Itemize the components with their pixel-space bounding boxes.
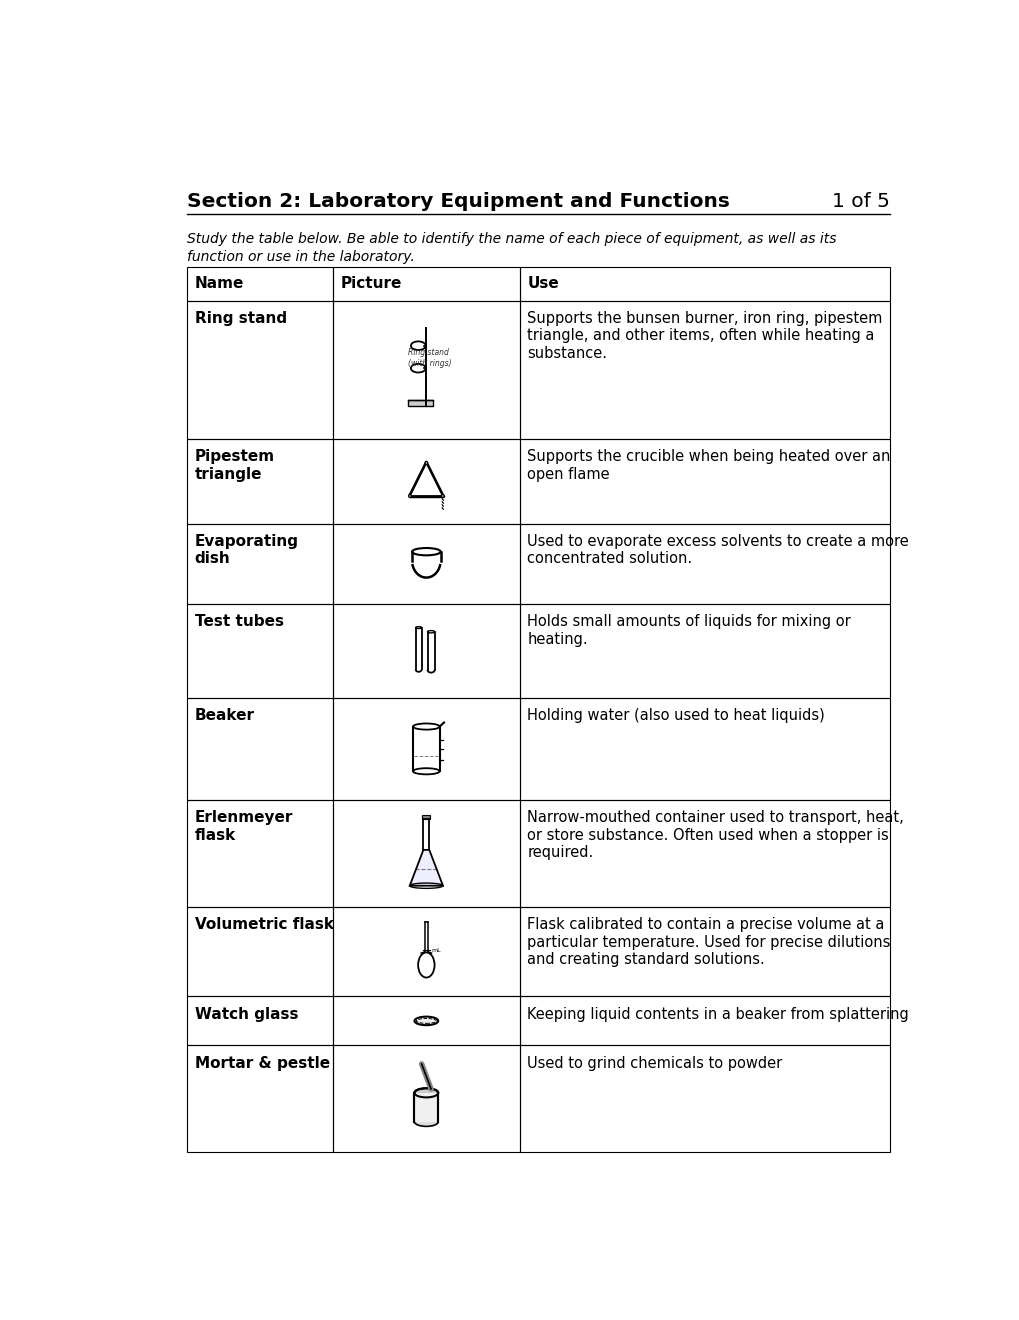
Bar: [186, 301, 333, 440]
Bar: [333, 907, 519, 997]
Text: Supports the crucible when being heated over an
open flame: Supports the crucible when being heated …: [527, 449, 890, 482]
Bar: [333, 267, 519, 301]
Bar: [519, 907, 890, 997]
Text: Volumetric flask: Volumetric flask: [195, 917, 333, 932]
Text: function or use in the laboratory.: function or use in the laboratory.: [186, 249, 414, 264]
Text: Used to evaporate excess solvents to create a more
concentrated solution.: Used to evaporate excess solvents to cre…: [527, 533, 908, 566]
Bar: [333, 1045, 519, 1152]
Bar: [414, 1093, 438, 1122]
Bar: [519, 698, 890, 800]
Text: Ring stand: Ring stand: [195, 312, 286, 326]
Bar: [186, 907, 333, 997]
Text: Picture: Picture: [340, 276, 403, 292]
Bar: [186, 698, 333, 800]
Bar: [333, 605, 519, 698]
Bar: [333, 997, 519, 1045]
Text: Holds small amounts of liquids for mixing or
heating.: Holds small amounts of liquids for mixin…: [527, 614, 851, 647]
Text: Use: Use: [527, 276, 558, 292]
Text: Watch glass: Watch glass: [195, 1007, 298, 1022]
Bar: [333, 524, 519, 605]
Text: Pipestem
triangle: Pipestem triangle: [195, 449, 274, 482]
Bar: [186, 997, 333, 1045]
Ellipse shape: [414, 1117, 438, 1126]
Text: Ring stand
(with rings): Ring stand (with rings): [408, 348, 450, 367]
Text: Supports the bunsen burner, iron ring, pipestem
triangle, and other items, often: Supports the bunsen burner, iron ring, p…: [527, 312, 882, 360]
Text: Mortar & pestle: Mortar & pestle: [195, 1056, 329, 1071]
Text: Beaker: Beaker: [195, 708, 255, 723]
Bar: [519, 440, 890, 524]
Text: Evaporating
dish: Evaporating dish: [195, 533, 299, 566]
Bar: [333, 301, 519, 440]
Bar: [519, 524, 890, 605]
Bar: [519, 997, 890, 1045]
Circle shape: [425, 461, 427, 465]
Circle shape: [441, 494, 443, 498]
Bar: [333, 440, 519, 524]
Bar: [333, 698, 519, 800]
Text: Holding water (also used to heat liquids): Holding water (also used to heat liquids…: [527, 708, 824, 723]
Text: 1 of 5: 1 of 5: [832, 191, 890, 211]
Text: mL: mL: [431, 948, 440, 953]
Bar: [519, 605, 890, 698]
Bar: [186, 800, 333, 907]
Text: Keeping liquid contents in a beaker from splattering: Keeping liquid contents in a beaker from…: [527, 1007, 908, 1022]
Text: Test tubes: Test tubes: [195, 614, 283, 630]
Text: Name: Name: [195, 276, 244, 292]
Ellipse shape: [414, 1088, 438, 1097]
Text: Erlenmeyer
flask: Erlenmeyer flask: [195, 810, 292, 842]
Circle shape: [409, 494, 411, 498]
Bar: [519, 1045, 890, 1152]
Bar: [519, 800, 890, 907]
Bar: [186, 1045, 333, 1152]
Bar: [186, 524, 333, 605]
Bar: [333, 800, 519, 907]
Text: Study the table below. Be able to identify the name of each piece of equipment, : Study the table below. Be able to identi…: [186, 231, 836, 246]
Bar: [519, 301, 890, 440]
Bar: [408, 400, 433, 407]
Bar: [186, 605, 333, 698]
Bar: [519, 267, 890, 301]
Text: Narrow-mouthed container used to transport, heat,
or store substance. Often used: Narrow-mouthed container used to transpo…: [527, 810, 903, 861]
Ellipse shape: [416, 1019, 436, 1024]
Text: Section 2: Laboratory Equipment and Functions: Section 2: Laboratory Equipment and Func…: [186, 191, 729, 211]
Polygon shape: [410, 463, 442, 496]
Bar: [186, 267, 333, 301]
Polygon shape: [410, 850, 442, 886]
Bar: [186, 440, 333, 524]
Text: Used to grind chemicals to powder: Used to grind chemicals to powder: [527, 1056, 782, 1071]
Text: Flask calibrated to contain a precise volume at a
particular temperature. Used f: Flask calibrated to contain a precise vo…: [527, 917, 890, 968]
Bar: [422, 814, 430, 820]
